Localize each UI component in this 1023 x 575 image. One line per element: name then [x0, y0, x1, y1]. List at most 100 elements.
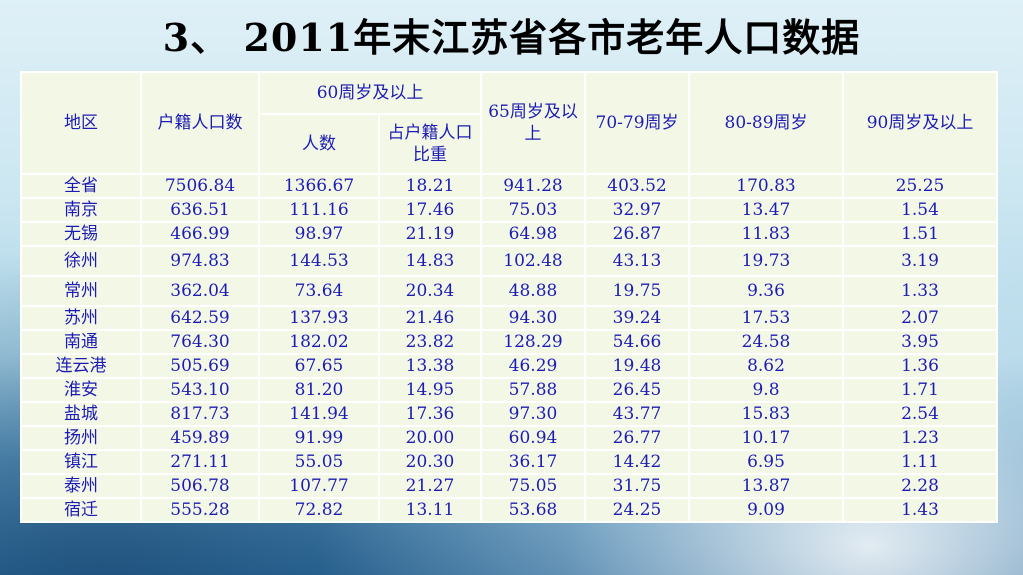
cell-age90: 2.28: [842, 473, 999, 499]
cell-age70-79: 19.75: [584, 275, 691, 307]
cell-region: 盐城: [20, 401, 142, 427]
cell-household-pop: 642.59: [140, 305, 260, 331]
cell-age80-89: 24.58: [688, 329, 845, 355]
cell-age70-79: 26.45: [584, 377, 691, 403]
cell-age60-ratio: 23.82: [377, 329, 483, 355]
table-row: 镇江 271.11 55.05 20.30 36.17 14.42 6.95 1…: [20, 449, 999, 475]
cell-age90: 1.51: [842, 221, 999, 247]
header-age90: 90周岁及以上: [842, 71, 999, 175]
cell-age65: 75.05: [480, 473, 587, 499]
cell-age90: 2.54: [842, 401, 999, 427]
cell-age90: 1.54: [842, 197, 999, 223]
table-row: 常州 362.04 73.64 20.34 48.88 19.75 9.36 1…: [20, 275, 999, 307]
cell-region: 苏州: [20, 305, 142, 331]
cell-region: 宿迁: [20, 497, 142, 523]
table-row: 全省 7506.84 1366.67 18.21 941.28 403.52 1…: [20, 173, 999, 199]
header-age70-79: 70-79周岁: [584, 71, 691, 175]
cell-age60-ratio: 20.00: [377, 425, 483, 451]
cell-age70-79: 14.42: [584, 449, 691, 475]
cell-age80-89: 19.73: [688, 245, 845, 277]
cell-age65: 53.68: [480, 497, 587, 523]
header-region: 地区: [20, 71, 142, 175]
cell-age65: 941.28: [480, 173, 587, 199]
cell-age70-79: 403.52: [584, 173, 691, 199]
table-row: 扬州 459.89 91.99 20.00 60.94 26.77 10.17 …: [20, 425, 999, 451]
cell-household-pop: 636.51: [140, 197, 260, 223]
cell-household-pop: 506.78: [140, 473, 260, 499]
cell-age65: 102.48: [480, 245, 587, 277]
cell-age60-count: 73.64: [258, 275, 380, 307]
header-age60-group: 60周岁及以上: [257, 71, 483, 115]
table-header-row: 地区 户籍人口数 60周岁及以上 65周岁及以上 70-79周岁 80-89周岁…: [20, 71, 999, 175]
cell-region: 无锡: [20, 221, 142, 247]
cell-age80-89: 9.8: [688, 377, 845, 403]
cell-age65: 128.29: [480, 329, 587, 355]
cell-age90: 1.33: [842, 275, 999, 307]
cell-age80-89: 6.95: [688, 449, 845, 475]
cell-age60-count: 72.82: [258, 497, 380, 523]
cell-age60-count: 55.05: [258, 449, 380, 475]
cell-age60-ratio: 18.21: [377, 173, 483, 199]
cell-age80-89: 17.53: [688, 305, 845, 331]
cell-age70-79: 54.66: [584, 329, 691, 355]
header-age60-count: 人数: [258, 113, 380, 175]
cell-age60-count: 141.94: [258, 401, 380, 427]
table-row: 盐城 817.73 141.94 17.36 97.30 43.77 15.83…: [20, 401, 999, 427]
cell-age70-79: 39.24: [584, 305, 691, 331]
cell-age65: 36.17: [480, 449, 587, 475]
cell-age90: 1.71: [842, 377, 999, 403]
table-row: 南京 636.51 111.16 17.46 75.03 32.97 13.47…: [20, 197, 999, 223]
cell-age60-ratio: 17.46: [377, 197, 483, 223]
cell-age60-count: 81.20: [258, 377, 380, 403]
data-table-container: 地区 户籍人口数 60周岁及以上 65周岁及以上 70-79周岁 80-89周岁…: [20, 71, 999, 523]
cell-region: 全省: [20, 173, 142, 199]
cell-age80-89: 11.83: [688, 221, 845, 247]
cell-age60-ratio: 20.34: [377, 275, 483, 307]
cell-age90: 1.36: [842, 353, 999, 379]
table-row: 徐州 974.83 144.53 14.83 102.48 43.13 19.7…: [20, 245, 999, 277]
header-age60-ratio: 占户籍人口比重: [377, 113, 483, 175]
cell-age65: 75.03: [480, 197, 587, 223]
cell-age60-count: 182.02: [258, 329, 380, 355]
cell-age70-79: 43.77: [584, 401, 691, 427]
cell-region: 镇江: [20, 449, 142, 475]
cell-household-pop: 271.11: [140, 449, 260, 475]
page-title: 3、 2011年末江苏省各市老年人口数据: [162, 15, 861, 60]
cell-age80-89: 9.09: [688, 497, 845, 523]
cell-household-pop: 466.99: [140, 221, 260, 247]
cell-household-pop: 817.73: [140, 401, 260, 427]
cell-age90: 3.95: [842, 329, 999, 355]
cell-household-pop: 555.28: [140, 497, 260, 523]
table-row: 无锡 466.99 98.97 21.19 64.98 26.87 11.83 …: [20, 221, 999, 247]
cell-region: 南京: [20, 197, 142, 223]
cell-region: 泰州: [20, 473, 142, 499]
cell-age65: 94.30: [480, 305, 587, 331]
cell-age65: 46.29: [480, 353, 587, 379]
cell-household-pop: 974.83: [140, 245, 260, 277]
cell-age60-count: 137.93: [258, 305, 380, 331]
elderly-population-table: 地区 户籍人口数 60周岁及以上 65周岁及以上 70-79周岁 80-89周岁…: [20, 71, 999, 523]
cell-region: 扬州: [20, 425, 142, 451]
cell-age60-count: 98.97: [258, 221, 380, 247]
cell-age70-79: 32.97: [584, 197, 691, 223]
cell-age90: 1.43: [842, 497, 999, 523]
cell-age80-89: 8.62: [688, 353, 845, 379]
cell-age65: 64.98: [480, 221, 587, 247]
cell-age60-count: 1366.67: [258, 173, 380, 199]
table-row: 连云港 505.69 67.65 13.38 46.29 19.48 8.62 …: [20, 353, 999, 379]
table-row: 淮安 543.10 81.20 14.95 57.88 26.45 9.8 1.…: [20, 377, 999, 403]
cell-age60-ratio: 21.19: [377, 221, 483, 247]
cell-age80-89: 13.87: [688, 473, 845, 499]
header-household-pop: 户籍人口数: [140, 71, 260, 175]
cell-age80-89: 9.36: [688, 275, 845, 307]
cell-age60-ratio: 14.83: [377, 245, 483, 277]
cell-age60-count: 111.16: [258, 197, 380, 223]
cell-age60-ratio: 14.95: [377, 377, 483, 403]
cell-age70-79: 24.25: [584, 497, 691, 523]
cell-household-pop: 543.10: [140, 377, 260, 403]
cell-age60-ratio: 21.46: [377, 305, 483, 331]
cell-age70-79: 26.87: [584, 221, 691, 247]
cell-household-pop: 459.89: [140, 425, 260, 451]
cell-region: 南通: [20, 329, 142, 355]
cell-age60-ratio: 21.27: [377, 473, 483, 499]
